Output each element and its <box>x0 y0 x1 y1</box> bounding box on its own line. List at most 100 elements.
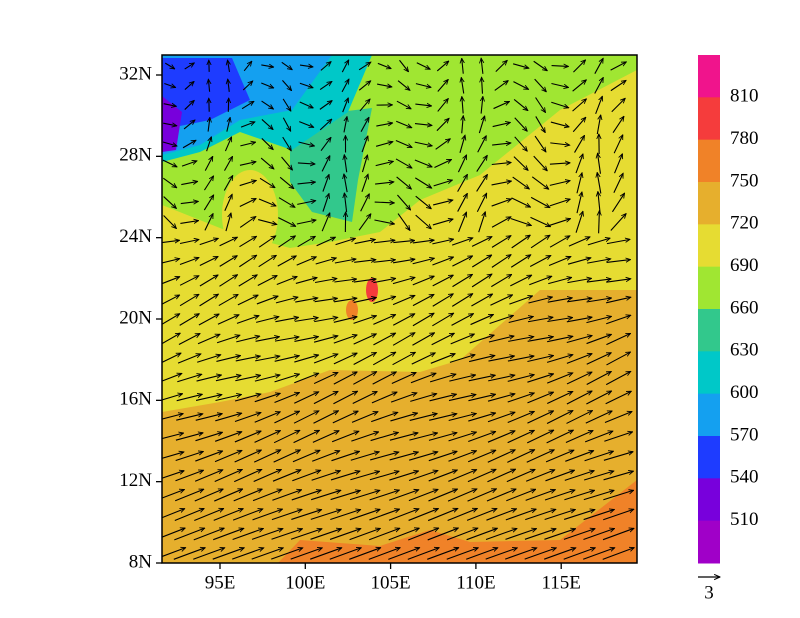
wind-vector <box>414 159 432 167</box>
wind-vector <box>333 352 357 365</box>
colorbar-label: 750 <box>730 170 759 191</box>
wind-vector <box>173 548 205 560</box>
wind-vector <box>546 355 573 363</box>
wind-vector <box>176 414 203 421</box>
wind-vector <box>217 314 239 325</box>
wind-vector <box>333 372 357 385</box>
wind-vector <box>162 277 180 285</box>
wind-vector <box>291 490 321 501</box>
wind-vector <box>344 155 346 173</box>
wind-vector <box>606 332 630 346</box>
colorbar-label: 600 <box>730 382 759 403</box>
wind-vector <box>505 509 536 521</box>
wind-vector <box>602 528 634 541</box>
wind-vector <box>282 80 291 90</box>
wind-vector <box>251 548 284 560</box>
wind-vector <box>548 257 571 266</box>
wind-vector <box>586 391 611 405</box>
wind-vector <box>587 259 611 264</box>
wind-vector <box>219 256 238 267</box>
colorbar-label: 780 <box>730 128 759 149</box>
wind-vector <box>341 79 349 93</box>
wind-vector <box>184 81 194 90</box>
wind-vector <box>613 173 624 193</box>
wind-vector <box>486 489 516 502</box>
wind-vector <box>568 236 590 247</box>
wind-vector <box>375 182 394 184</box>
wind-vector <box>605 390 632 405</box>
wind-vector <box>491 181 512 186</box>
wind-vector <box>551 101 568 107</box>
wind-vector <box>162 314 180 325</box>
wind-vector <box>162 177 176 188</box>
wind-vector <box>428 433 457 441</box>
wind-vector <box>321 213 330 232</box>
wind-vector <box>415 104 431 106</box>
colorbar-swatch <box>698 351 720 395</box>
wind-vector <box>310 529 342 540</box>
wind-vector <box>377 62 391 68</box>
wind-vector <box>274 374 300 383</box>
wind-vector <box>373 278 395 284</box>
wind-vector <box>549 181 570 186</box>
wind-vector <box>370 432 399 442</box>
wind-vector <box>373 240 395 243</box>
wind-vector <box>351 432 378 442</box>
wind-vector <box>513 156 528 171</box>
wind-vector <box>213 528 244 541</box>
wind-vector <box>478 212 486 233</box>
wind-vector <box>492 143 511 145</box>
colorbar-label: 690 <box>730 255 759 276</box>
wind-vector <box>312 451 340 462</box>
wind-vector <box>373 297 395 305</box>
wind-vector <box>429 394 457 402</box>
wind-vector <box>197 334 220 345</box>
wind-vector <box>435 139 451 150</box>
wind-vector <box>399 59 408 71</box>
wind-vector <box>487 449 515 463</box>
wind-vector <box>238 275 257 287</box>
wind-vector <box>461 77 463 94</box>
wind-vector <box>510 218 532 226</box>
wind-vector <box>344 174 348 193</box>
wind-vector <box>389 433 418 441</box>
wind-vector <box>565 451 593 462</box>
wind-vector <box>162 509 184 519</box>
wind-vector <box>412 313 434 327</box>
wind-vector <box>261 119 273 129</box>
wind-vector <box>512 176 530 189</box>
wind-vector <box>311 471 341 481</box>
wind-vector <box>293 429 320 444</box>
wind-vector <box>216 356 240 362</box>
wind-vector <box>530 216 550 228</box>
wind-vector <box>235 375 260 382</box>
wind-vector <box>226 117 230 132</box>
wind-vector <box>610 62 627 71</box>
wind-vector <box>546 373 573 384</box>
wind-vector <box>392 314 415 326</box>
wind-vector <box>162 295 179 305</box>
wind-vector <box>333 317 357 323</box>
wind-vector <box>412 294 434 307</box>
wind-vector <box>428 489 457 502</box>
wind-vector <box>163 123 177 126</box>
wind-vector <box>507 393 535 403</box>
wind-vector <box>487 394 515 402</box>
wind-vector <box>448 432 477 442</box>
wind-vector <box>195 432 223 442</box>
wind-vector <box>467 450 496 463</box>
colorbar-swatch <box>698 266 720 310</box>
wind-vector <box>372 352 396 366</box>
wind-vector <box>215 394 242 402</box>
wind-vector <box>313 391 338 405</box>
wind-vector <box>436 118 449 132</box>
wind-vector <box>258 236 276 248</box>
wind-vector <box>179 239 199 245</box>
wind-vector <box>277 256 296 267</box>
wind-vector <box>527 392 553 404</box>
wind-vector <box>388 548 419 560</box>
wind-vector <box>184 100 195 110</box>
wind-vector <box>389 452 419 461</box>
wind-vector <box>390 413 417 422</box>
wind-vector <box>530 196 550 207</box>
